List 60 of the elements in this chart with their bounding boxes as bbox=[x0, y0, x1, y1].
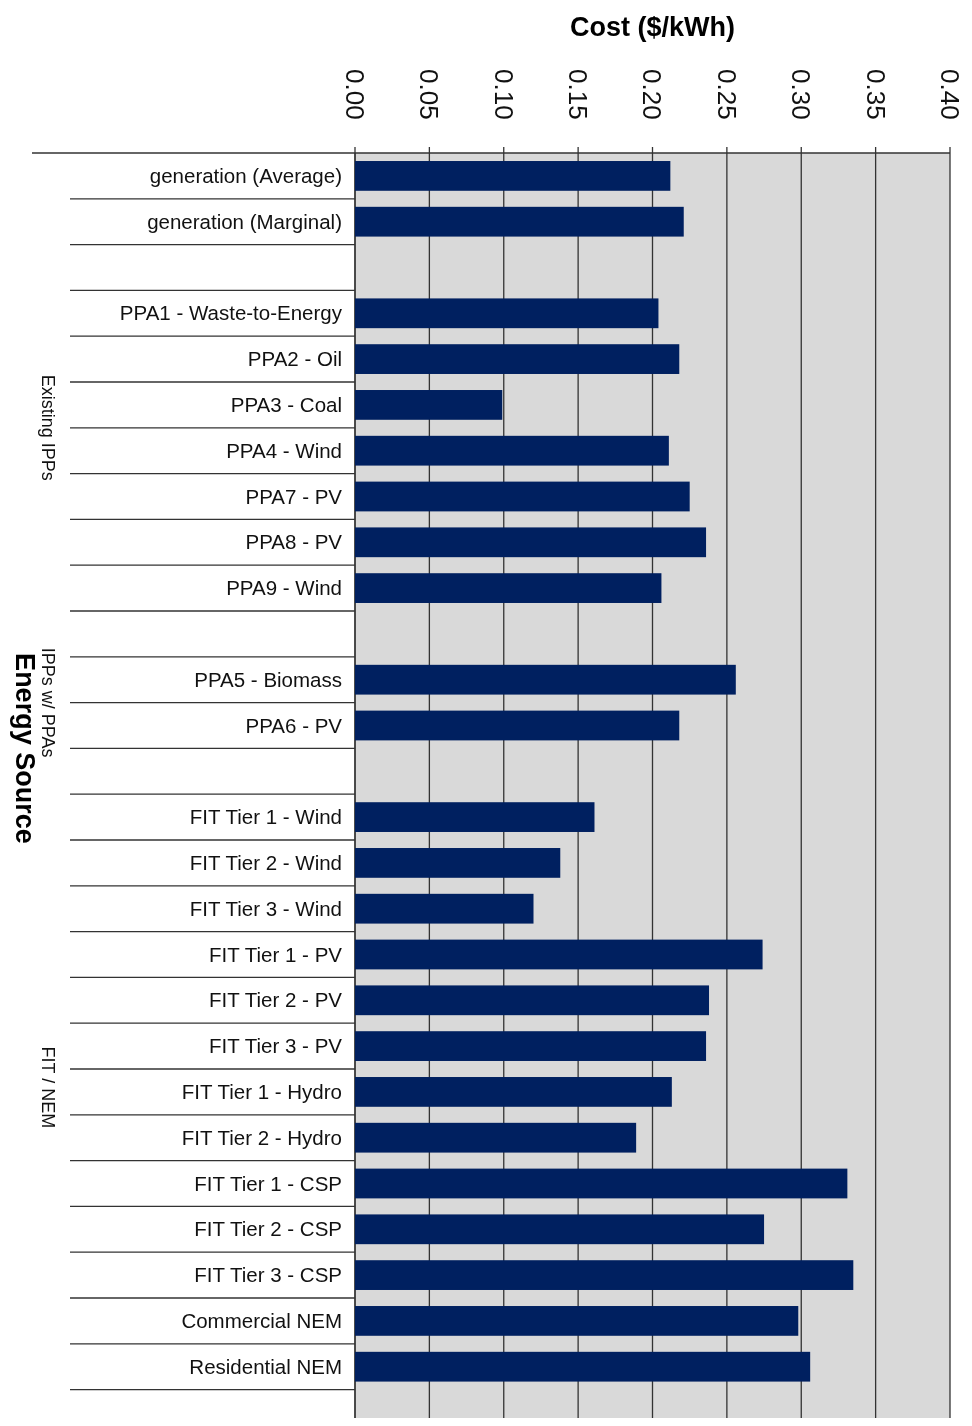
y-tick-label: PPA1 - Waste-to-Energy bbox=[119, 301, 343, 325]
x-tick-label: 0.40 bbox=[934, 69, 965, 120]
bar bbox=[355, 939, 763, 970]
bar bbox=[355, 481, 690, 512]
y-tick-label: Residential NEM bbox=[189, 1354, 342, 1378]
y-tick-label: generation (Marginal) bbox=[147, 209, 342, 233]
bar bbox=[355, 298, 659, 329]
y-tick-label: FIT Tier 1 - PV bbox=[209, 942, 343, 966]
x-tick-label: 0.10 bbox=[488, 69, 519, 120]
bar bbox=[355, 710, 680, 741]
bar bbox=[355, 1077, 672, 1107]
bar bbox=[355, 344, 680, 374]
y-tick-label: FIT Tier 3 - Wind bbox=[189, 896, 342, 920]
bar bbox=[355, 573, 662, 603]
x-tick-label: 0.35 bbox=[860, 69, 891, 120]
y-tick-label: FIT Tier 2 - CSP bbox=[194, 1217, 342, 1241]
y-tick-label: FIT Tier 1 - Wind bbox=[189, 805, 342, 829]
bar bbox=[355, 206, 684, 237]
y-tick-label: PPA7 - PV bbox=[245, 484, 343, 508]
bar bbox=[355, 1306, 799, 1336]
x-tick-label: 0.25 bbox=[711, 69, 742, 120]
y-tick-label: PPA5 - Biomass bbox=[194, 667, 342, 691]
y-tick-label: FIT Tier 2 - Hydro bbox=[181, 1125, 342, 1149]
y-tick-label: FIT Tier 3 - CSP bbox=[194, 1263, 342, 1287]
y-tick-label: Commercial NEM bbox=[181, 1309, 342, 1333]
x-tick-label: 0.15 bbox=[563, 69, 594, 120]
bar bbox=[355, 1260, 854, 1290]
bar bbox=[355, 1168, 848, 1199]
y-tick-label: PPA2 - Oil bbox=[247, 347, 342, 371]
y-tick-label: PPA6 - PV bbox=[245, 713, 343, 737]
y-tick-label: PPA8 - PV bbox=[245, 530, 343, 554]
y-tick-label: FIT Tier 2 - Wind bbox=[189, 851, 342, 875]
y-tick-label: FIT Tier 3 - PV bbox=[209, 1034, 343, 1058]
bar bbox=[355, 1122, 637, 1153]
bar bbox=[355, 802, 595, 832]
x-axis-title: Cost ($/kWh) bbox=[570, 12, 735, 42]
y-tick-label: PPA3 - Coal bbox=[230, 393, 342, 417]
y-tick-label: FIT Tier 1 - CSP bbox=[194, 1171, 342, 1195]
bar bbox=[355, 1214, 765, 1245]
bar bbox=[355, 985, 710, 1016]
bar bbox=[355, 161, 671, 191]
bar bbox=[355, 435, 669, 466]
y-tick-label: PPA4 - Wind bbox=[226, 438, 342, 462]
y-tick-label: generation (Average) bbox=[149, 164, 342, 188]
bar bbox=[355, 664, 736, 695]
bar bbox=[355, 893, 534, 924]
y-tick-label: FIT Tier 1 - Hydro bbox=[181, 1080, 342, 1104]
x-tick-label: 0.05 bbox=[414, 69, 445, 120]
x-tick-label: 0.20 bbox=[637, 69, 668, 120]
bar bbox=[355, 848, 561, 878]
bar bbox=[355, 1031, 707, 1061]
bar bbox=[355, 1351, 811, 1382]
x-tick-label: 0.30 bbox=[786, 69, 817, 120]
bar bbox=[355, 527, 707, 558]
y-tick-label: FIT Tier 2 - PV bbox=[209, 988, 343, 1012]
text: Existing IPPs bbox=[37, 374, 58, 481]
text: FIT / NEM bbox=[37, 1046, 58, 1129]
x-tick-label: 0.00 bbox=[339, 69, 370, 120]
y-tick-label: PPA9 - Wind bbox=[226, 576, 342, 600]
bar bbox=[355, 390, 503, 420]
